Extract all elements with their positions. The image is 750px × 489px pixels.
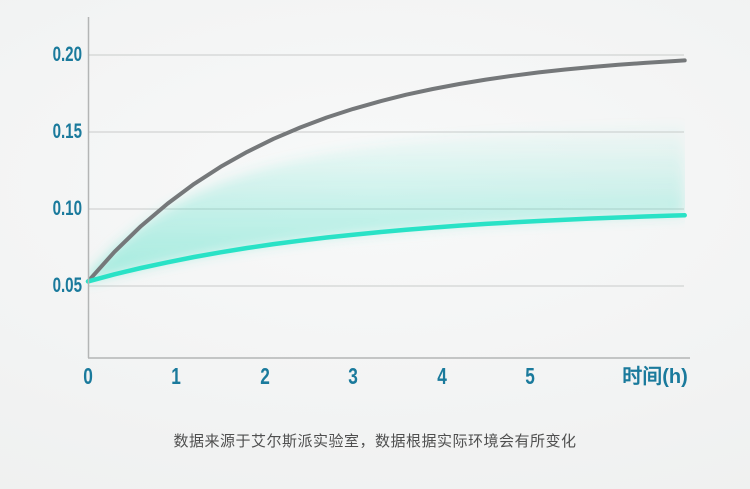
gray-series-curve — [86, 58, 687, 284]
glow-area — [89, 124, 685, 282]
y-tick-label: 0.15 — [52, 120, 82, 143]
caption: 数据来源于艾尔斯派实验室，数据根据实际环境会有所变化 — [173, 433, 577, 450]
axis-lines — [87, 17, 690, 359]
teal-series-curve — [85, 213, 687, 284]
x-tick-label: 3 — [348, 363, 358, 389]
x-tick-label: 0 — [83, 363, 93, 389]
y-tick-label: 0.05 — [52, 274, 82, 297]
y-tick-label: 0.10 — [52, 197, 82, 220]
y-tick-label: 0.20 — [52, 43, 82, 66]
x-tick-label: 5 — [525, 363, 535, 389]
x-tick-label: 2 — [260, 363, 270, 389]
x-tick-label: 1 — [171, 363, 181, 389]
x-tick-label: 4 — [437, 363, 447, 389]
x-axis-title: 时间(h) — [622, 366, 688, 388]
